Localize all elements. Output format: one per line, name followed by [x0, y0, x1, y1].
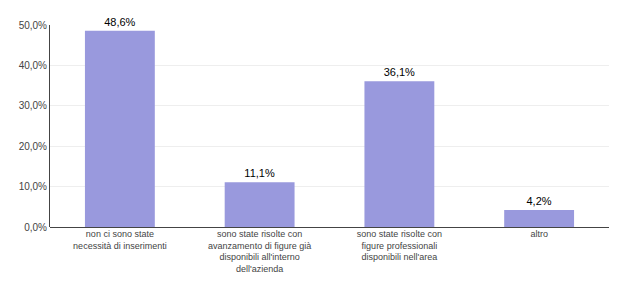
svg-text:sono state risolte configure p: sono state risolte configure professiona…	[357, 229, 442, 262]
svg-text:0,0%: 0,0%	[24, 222, 47, 233]
svg-text:4,2%: 4,2%	[526, 195, 551, 207]
svg-text:30,0%: 30,0%	[19, 100, 47, 111]
svg-text:36,1%: 36,1%	[384, 66, 415, 78]
svg-text:50,0%: 50,0%	[19, 20, 47, 31]
svg-text:48,6%: 48,6%	[104, 16, 135, 28]
svg-text:20,0%: 20,0%	[19, 141, 47, 152]
svg-text:40,0%: 40,0%	[19, 60, 47, 71]
svg-text:altro: altro	[530, 229, 548, 239]
svg-text:sono state risolte conavanzame: sono state risolte conavanzamento di fig…	[208, 229, 311, 274]
svg-text:non ci sono statenecessità di: non ci sono statenecessità di inseriment…	[73, 229, 167, 251]
svg-text:11,1%: 11,1%	[244, 167, 275, 179]
svg-text:10,0%: 10,0%	[19, 181, 47, 192]
